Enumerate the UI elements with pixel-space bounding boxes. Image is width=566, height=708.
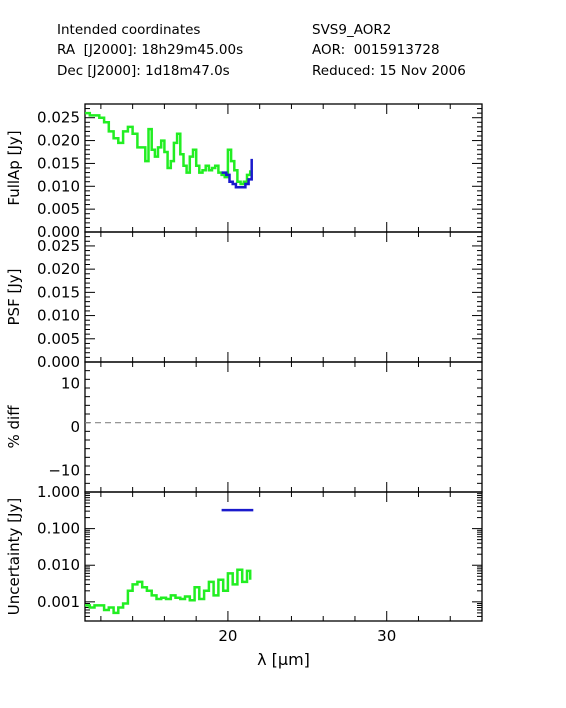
- y-tick-label-1-3: 0.015: [37, 283, 80, 301]
- panel-frame-2: [84, 361, 483, 493]
- series-line-0-1-blue: [221, 158, 253, 189]
- y-tick-label-0-0: 0.000: [37, 223, 80, 241]
- panel-frame-0: [84, 103, 483, 233]
- y-tick-label-0-4: 0.020: [37, 132, 80, 150]
- panel-frame-3: [84, 491, 483, 622]
- header-left-line-1: Intended coordinates: [57, 22, 201, 38]
- y-axis-label-0: FullAp [Jy]: [5, 130, 23, 205]
- y-tick-label-0-1: 0.005: [37, 200, 80, 218]
- y-tick-label-2-1: 0: [70, 418, 80, 436]
- y-tick-label-0-5: 0.025: [37, 109, 80, 127]
- y-tick-label-3-0: 0.001: [37, 593, 80, 611]
- y-tick-label-3-1: 0.010: [37, 556, 80, 574]
- x-tick-label-0: 20: [218, 627, 237, 645]
- y-tick-label-2-0: −10: [48, 461, 80, 479]
- series-line-3-0-green: [85, 568, 252, 615]
- y-tick-label-1-1: 0.005: [37, 330, 80, 348]
- x-tick-label-1: 30: [377, 627, 396, 645]
- y-axis-label-3: Uncertainty [Jy]: [5, 498, 23, 615]
- panel-frame-1: [84, 231, 483, 363]
- y-tick-label-3-3: 1.000: [37, 483, 80, 501]
- y-axis-label-1: PSF [Jy]: [5, 269, 23, 326]
- y-tick-label-2-2: 10: [61, 375, 80, 393]
- y-tick-label-3-2: 0.100: [37, 520, 80, 538]
- y-tick-label-1-4: 0.020: [37, 260, 80, 278]
- header-right-line-2: AOR: 0015913728: [312, 42, 440, 58]
- y-tick-label-0-2: 0.010: [37, 177, 80, 195]
- header-left-line-3: Dec [J2000]: 1d18m47.0s: [57, 63, 230, 79]
- header-right-line-1: SVS9_AOR2: [312, 22, 392, 38]
- header-right-line-3: Reduced: 15 Nov 2006: [312, 63, 466, 79]
- y-tick-label-1-0: 0.000: [37, 353, 80, 371]
- series-line-0-0-green: [85, 111, 252, 186]
- header-left-line-2: RA [J2000]: 18h29m45.00s: [57, 42, 244, 58]
- y-tick-label-0-3: 0.015: [37, 154, 80, 172]
- y-tick-label-1-5: 0.025: [37, 237, 80, 255]
- y-axis-label-2: % diff: [5, 405, 23, 449]
- y-tick-label-1-2: 0.010: [37, 307, 80, 325]
- x-axis-label: λ [μm]: [257, 650, 310, 669]
